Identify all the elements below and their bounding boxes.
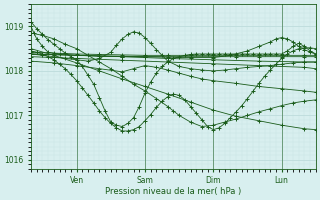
X-axis label: Pression niveau de la mer( hPa ): Pression niveau de la mer( hPa ) <box>105 187 242 196</box>
